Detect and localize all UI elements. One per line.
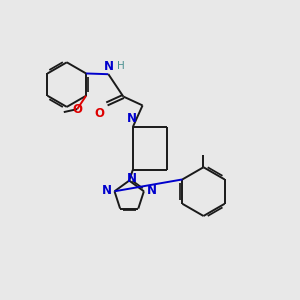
Text: N: N <box>127 172 137 185</box>
Text: H: H <box>117 61 124 70</box>
Text: N: N <box>102 184 112 196</box>
Text: N: N <box>147 184 157 196</box>
Text: N: N <box>103 60 113 73</box>
Text: O: O <box>94 107 104 120</box>
Text: N: N <box>127 112 137 125</box>
Text: O: O <box>72 103 82 116</box>
